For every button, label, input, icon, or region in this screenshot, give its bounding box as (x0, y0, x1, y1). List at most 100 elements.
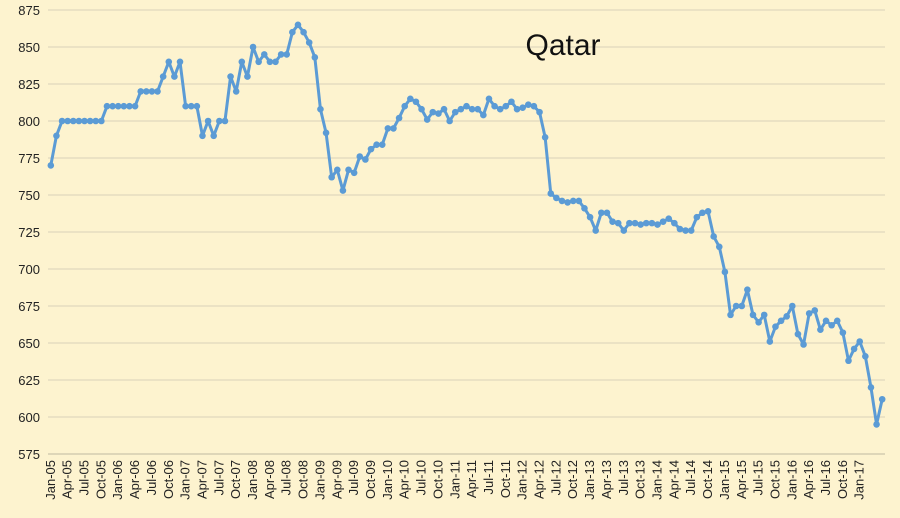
y-tick-label: 850 (18, 40, 40, 55)
data-point (878, 395, 886, 403)
data-point (553, 194, 560, 202)
data-point (805, 310, 813, 317)
chart-title: Qatar (525, 29, 600, 62)
data-point (277, 51, 285, 58)
x-tick-label: Oct-06 (161, 460, 176, 499)
data-point (143, 88, 150, 95)
data-point (710, 233, 717, 240)
data-point (86, 117, 94, 125)
data-point (463, 102, 470, 110)
x-tick-label: Apr-12 (532, 460, 547, 499)
data-point (569, 197, 577, 205)
data-point (440, 105, 448, 113)
x-tick-label: Apr-10 (397, 460, 412, 499)
x-tick-label: Jul-10 (414, 460, 429, 495)
x-tick-label: Apr-06 (127, 460, 142, 499)
data-series (47, 21, 886, 428)
data-point (159, 73, 167, 80)
data-point (777, 317, 785, 325)
data-point (496, 105, 504, 113)
data-point (693, 213, 701, 221)
x-tick-label: Apr-14 (666, 460, 681, 499)
y-tick-label: 600 (18, 410, 40, 425)
x-tick-label: Apr-15 (734, 460, 749, 499)
y-tick-label: 875 (18, 3, 40, 18)
data-point (137, 88, 144, 95)
data-point (451, 108, 459, 116)
data-point (429, 108, 437, 116)
data-point (401, 102, 409, 110)
data-point (255, 58, 262, 66)
x-tick-label: Jul-07 (211, 460, 226, 495)
data-point (193, 102, 201, 110)
data-point (350, 169, 358, 177)
data-point (322, 129, 330, 137)
data-point (794, 330, 802, 338)
data-point (457, 105, 465, 113)
data-point (480, 111, 487, 119)
data-point (541, 133, 549, 141)
data-point (822, 317, 830, 325)
x-tick-label: Jul-16 (818, 460, 833, 495)
x-tick-label: Jan-08 (245, 460, 260, 500)
x-tick-label: Oct-10 (430, 460, 445, 499)
data-point (732, 302, 740, 310)
data-point (109, 102, 116, 110)
x-tick-label: Jan-06 (110, 460, 125, 500)
data-point (536, 108, 543, 116)
data-point (659, 218, 667, 225)
gridlines (48, 9, 885, 455)
data-point (727, 311, 734, 319)
data-point (738, 302, 746, 310)
data-point (839, 329, 847, 336)
data-point (676, 225, 684, 233)
x-tick-label: Oct-05 (93, 460, 108, 499)
data-point (850, 345, 858, 353)
data-point (524, 101, 532, 109)
y-tick-label: 700 (18, 262, 40, 277)
x-tick-label: Apr-11 (464, 460, 479, 498)
x-tick-label: Jul-15 (751, 460, 766, 495)
x-tick-label: Apr-08 (262, 460, 277, 499)
data-point (654, 221, 661, 228)
data-point (69, 117, 77, 125)
x-tick-label: Jul-13 (616, 460, 631, 495)
x-tick-label: Jan-15 (717, 460, 732, 500)
y-tick-label: 625 (18, 373, 40, 388)
data-point (64, 117, 71, 125)
y-tick-label: 825 (18, 77, 40, 92)
data-point (817, 326, 824, 333)
data-point (760, 311, 768, 319)
x-tick-label: Apr-13 (599, 460, 614, 499)
data-point (300, 28, 307, 36)
x-tick-label: Oct-16 (835, 460, 850, 499)
x-tick-label: Jan-05 (43, 460, 58, 500)
data-point (491, 102, 498, 110)
x-tick-label: Apr-05 (60, 460, 75, 499)
x-tick-label: Jul-08 (279, 460, 294, 495)
x-tick-label: Jan-17 (852, 460, 867, 500)
x-axis-ticks: Jan-05 Apr-05 Jul-05 Oct-05 Jan-06 Apr-06 Jul-… (43, 460, 867, 500)
data-point (862, 353, 869, 360)
data-point (339, 187, 347, 194)
data-point (687, 227, 695, 234)
data-point (648, 219, 656, 227)
data-point (378, 141, 386, 148)
data-point (221, 117, 229, 125)
x-tick-label: Oct-07 (228, 460, 243, 499)
data-point (165, 58, 173, 66)
x-tick-label: Oct-09 (363, 460, 378, 499)
data-point (715, 243, 723, 251)
data-point (800, 341, 807, 348)
data-point (558, 197, 566, 205)
x-tick-label: Jan-11 (447, 460, 462, 499)
data-point (283, 51, 291, 58)
data-point (227, 73, 234, 80)
data-point (272, 58, 279, 66)
data-point (384, 125, 392, 132)
data-point (665, 215, 673, 222)
data-point (98, 117, 105, 125)
x-tick-label: Apr-16 (801, 460, 816, 499)
data-point (642, 219, 650, 227)
data-point (867, 384, 875, 391)
